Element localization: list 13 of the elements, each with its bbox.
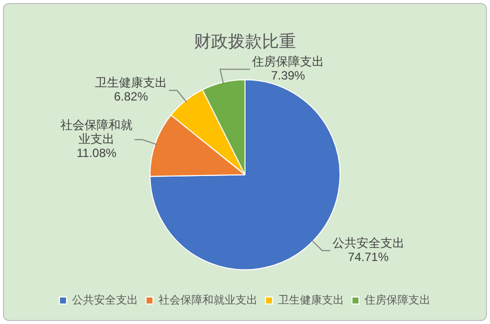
slice-label: 住房保障支出	[251, 54, 324, 69]
data-label: 11.08%	[76, 146, 117, 160]
legend-label: 卫生健康支出	[278, 294, 344, 307]
legend-label: 住房保障支出	[364, 294, 430, 307]
data-label: 7.39%	[271, 68, 306, 83]
slice-label: 卫生健康支出	[95, 76, 168, 90]
data-label: 74.71%	[348, 250, 389, 264]
legend-label: 社会保障和就业支出	[158, 294, 258, 307]
slice-label: 社会保障和就业支出	[60, 118, 133, 146]
chart-title: 财政拨款比重	[194, 32, 296, 51]
legend-label: 公共安全支出	[72, 294, 138, 307]
slice-label: 公共安全支出	[332, 236, 404, 250]
data-label: 6.82%	[114, 90, 148, 104]
